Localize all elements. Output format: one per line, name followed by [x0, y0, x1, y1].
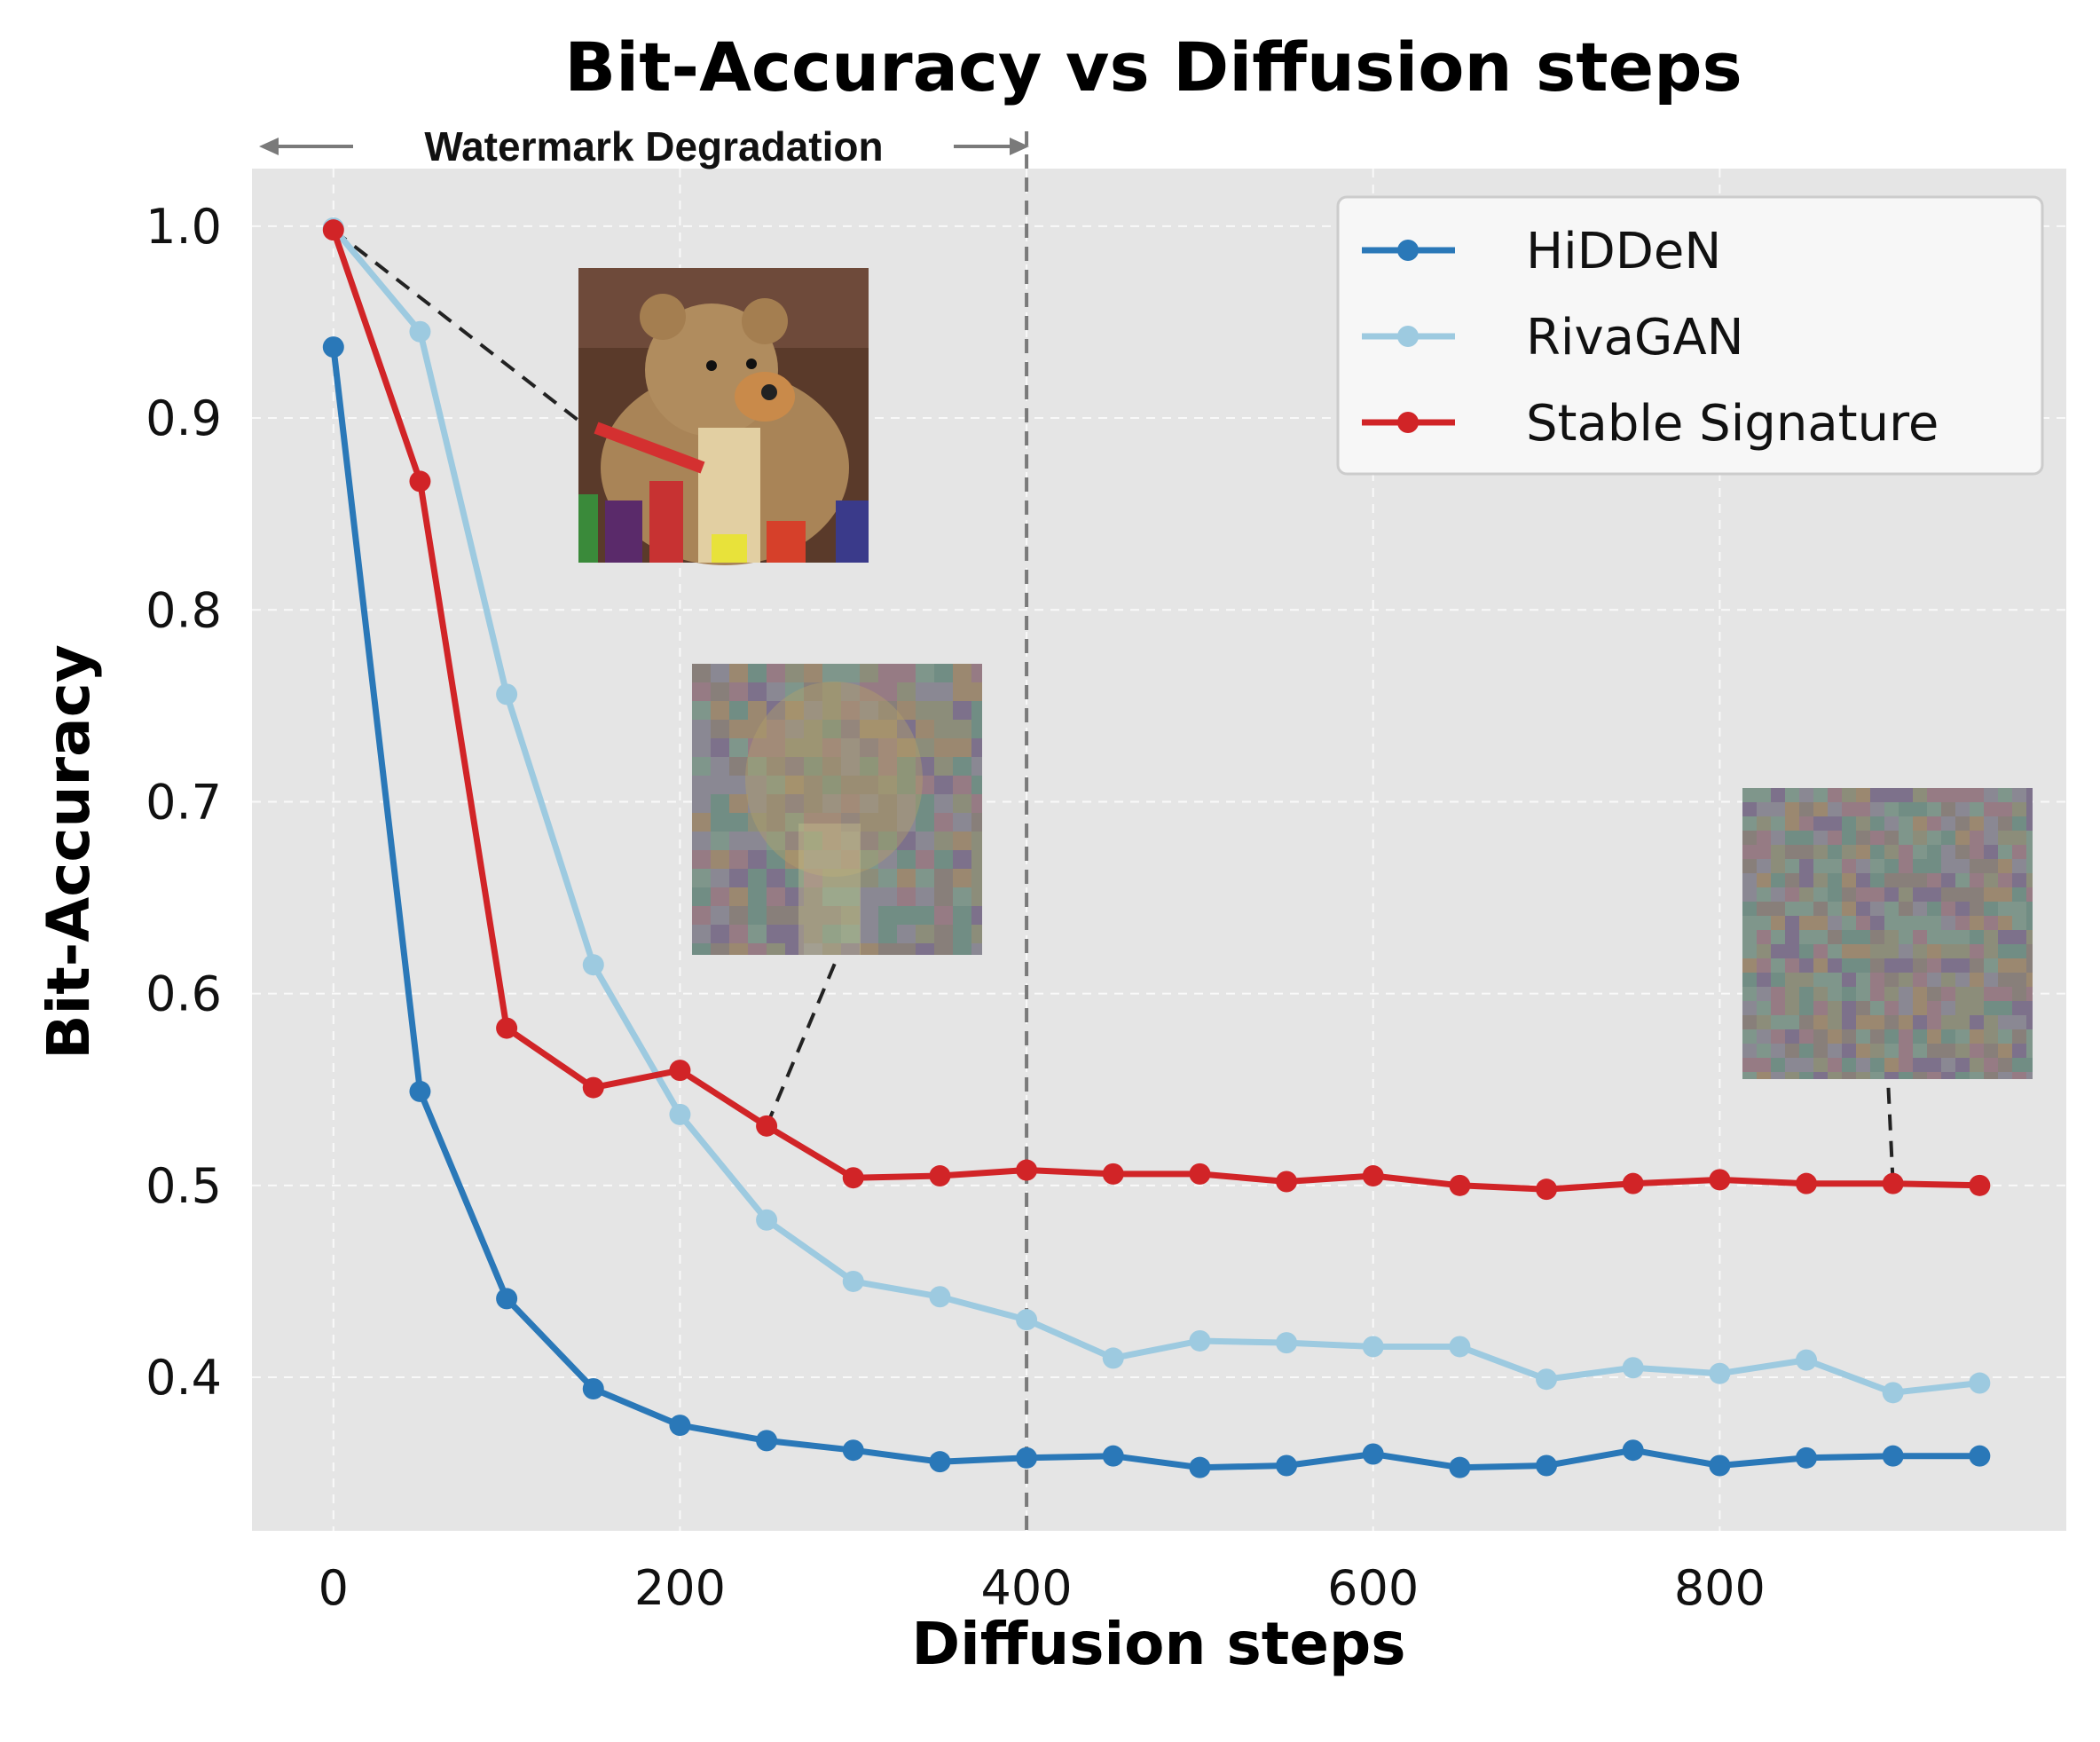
data-point: [756, 1209, 778, 1231]
data-point: [842, 1439, 864, 1462]
data-point: [1536, 1368, 1558, 1391]
data-point: [669, 1060, 691, 1082]
data-point: [1536, 1178, 1558, 1201]
data-point: [1882, 1382, 1904, 1404]
data-point: [1276, 1454, 1298, 1477]
x-tick-label: 800: [1674, 1560, 1766, 1616]
y-tick-label: 0.9: [146, 390, 222, 446]
data-point: [409, 1080, 431, 1102]
callout-connector: [1886, 1078, 1895, 1184]
data-point: [1362, 1336, 1384, 1358]
watermark-degradation-annotation: Watermark Degradation: [259, 123, 1029, 169]
data-point: [1449, 1174, 1471, 1196]
data-point: [1102, 1347, 1124, 1369]
data-point: [1709, 1169, 1731, 1191]
data-point: [1102, 1163, 1124, 1185]
legend-label-2: Stable Signature: [1526, 395, 1939, 453]
data-point: [756, 1430, 778, 1452]
data-point: [409, 320, 431, 343]
x-axis-label: Diffusion steps: [911, 1610, 1405, 1678]
data-point: [1622, 1357, 1644, 1379]
series-line-2: [330, 229, 1980, 1193]
arrowhead-right-icon: [1010, 138, 1029, 155]
data-point: [409, 470, 431, 493]
data-point: [582, 1378, 604, 1400]
legend-box: [1336, 195, 2044, 476]
data-point: [1102, 1445, 1124, 1467]
data-point: [1709, 1362, 1731, 1384]
data-point: [756, 1115, 778, 1137]
series-line-0: [330, 346, 1980, 1471]
y-tick-label: 0.4: [146, 1350, 222, 1406]
y-tick-label: 0.8: [146, 582, 222, 638]
series-layer: [322, 217, 1991, 1478]
x-tick-label: 0: [319, 1560, 349, 1616]
data-point: [929, 1451, 951, 1473]
chart-title: Bit-Accuracy vs Diffusion steps: [564, 28, 1742, 106]
legend-marker-0: [1397, 240, 1419, 261]
tick-labels: 0 200 400 600 800 0.4 0.5 0.6 0.7 0.8 0.9 1.0: [146, 199, 1766, 1616]
data-point: [1709, 1454, 1731, 1477]
data-point: [1796, 1349, 1818, 1371]
data-point: [1796, 1446, 1818, 1469]
data-point: [1449, 1456, 1471, 1478]
y-tick-label: 0.6: [146, 966, 222, 1022]
callout-connector: [765, 954, 840, 1127]
y-axis-label: Bit-Accuracy: [35, 644, 103, 1059]
y-tick-label: 0.7: [146, 774, 222, 830]
data-point: [1276, 1171, 1298, 1193]
data-point: [582, 1076, 604, 1099]
thumbnail-layer: [578, 268, 2033, 1079]
data-point: [1189, 1163, 1211, 1185]
data-point: [1969, 1445, 1991, 1467]
data-point: [1016, 1446, 1038, 1469]
data-point: [1882, 1445, 1904, 1467]
data-point: [496, 683, 518, 705]
data-point: [1622, 1172, 1644, 1194]
y-tick-label: 0.5: [146, 1158, 222, 1214]
data-point: [322, 336, 344, 359]
data-point: [496, 1288, 518, 1310]
data-point: [1016, 1159, 1038, 1181]
data-point: [1622, 1439, 1644, 1462]
data-point: [1796, 1172, 1818, 1194]
data-point: [1969, 1174, 1991, 1196]
data-point: [929, 1165, 951, 1187]
data-point: [1362, 1165, 1384, 1187]
x-tick-label: 200: [634, 1560, 726, 1616]
data-point: [1362, 1443, 1384, 1465]
legend-marker-2: [1397, 412, 1419, 433]
arrowhead-left-icon: [259, 138, 279, 155]
x-tick-label: 600: [1327, 1560, 1419, 1616]
data-point: [669, 1103, 691, 1125]
legend-label-0: HiDDeN: [1526, 223, 1721, 280]
thumbnail-bear: [578, 268, 869, 565]
data-point: [1276, 1332, 1298, 1354]
legend-label-1: RivaGAN: [1526, 309, 1744, 367]
x-tick-label: 400: [981, 1560, 1073, 1616]
legend: HiDDeN RivaGAN Stable Signature: [1336, 195, 2044, 476]
data-point: [1969, 1372, 1991, 1394]
data-point: [1536, 1454, 1558, 1477]
data-point: [582, 954, 604, 976]
series-line-1: [331, 225, 1980, 1396]
data-point: [1882, 1172, 1904, 1194]
data-point: [322, 219, 344, 241]
data-point: [669, 1415, 691, 1437]
data-point: [1189, 1456, 1211, 1478]
data-point: [842, 1270, 864, 1292]
data-point: [929, 1286, 951, 1308]
annotation-layer: [332, 131, 1895, 1531]
data-point: [496, 1017, 518, 1039]
watermark-degradation-label: Watermark Degradation: [424, 123, 883, 169]
legend-marker-1: [1397, 326, 1419, 347]
thumbnail-noise: [1742, 788, 2033, 1079]
data-point: [1449, 1336, 1471, 1358]
data-point: [842, 1167, 864, 1189]
data-point: [1189, 1329, 1211, 1352]
y-tick-label: 1.0: [146, 199, 222, 255]
thumbnail-noisy: [692, 664, 982, 955]
data-point: [1016, 1309, 1038, 1331]
